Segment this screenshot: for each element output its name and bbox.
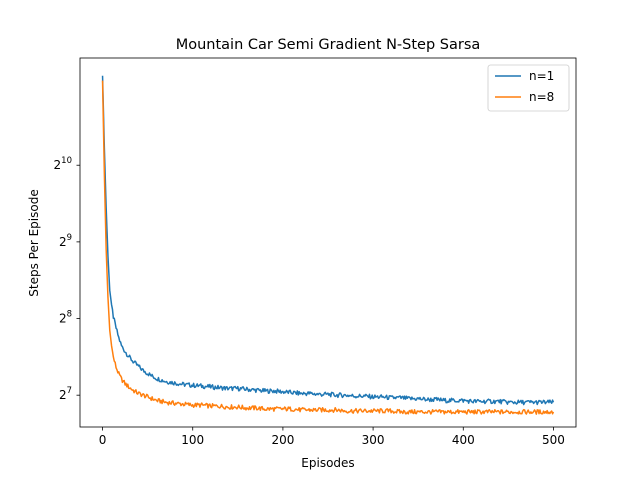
- y-tick-label: 27: [59, 386, 72, 402]
- chart-title: Mountain Car Semi Gradient N-Step Sarsa: [176, 37, 481, 53]
- y-axis: 27 28 29 210: [54, 156, 80, 402]
- legend-label: n=8: [529, 90, 554, 104]
- x-tick-label: 400: [452, 433, 475, 447]
- x-tick-label: 500: [542, 433, 565, 447]
- x-tick-label: 0: [99, 433, 107, 447]
- x-tick-label: 100: [181, 433, 204, 447]
- x-axis-label: Episodes: [301, 456, 354, 470]
- series-line-n8: [101, 80, 555, 415]
- y-axis-label: Steps Per Episode: [27, 189, 41, 296]
- legend: n=1 n=8: [487, 64, 570, 112]
- plot-area: [79, 57, 577, 428]
- legend-label: n=1: [529, 69, 554, 83]
- axes-frame: [79, 57, 577, 428]
- x-tick-label: 300: [362, 433, 385, 447]
- x-tick-label: 200: [271, 433, 294, 447]
- y-tick-label: 28: [59, 310, 72, 326]
- y-tick-label: 210: [54, 156, 72, 172]
- x-axis: 0 100 200 300 400 500: [99, 427, 565, 447]
- series-line-n1: [101, 75, 555, 406]
- y-tick-label: 29: [59, 233, 72, 249]
